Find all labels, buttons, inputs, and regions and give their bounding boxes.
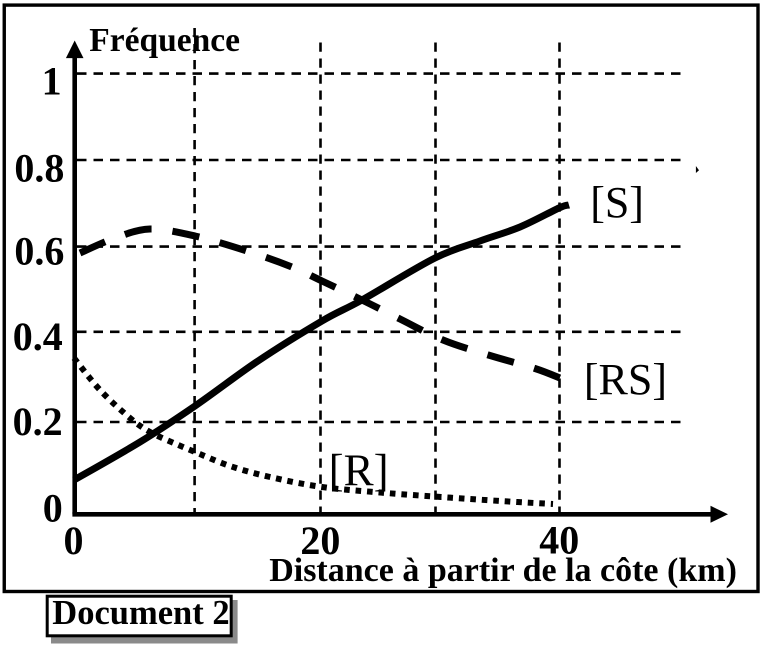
svg-text:[S]: [S] [590,178,644,227]
svg-text:0.2: 0.2 [13,399,63,444]
svg-text:1: 1 [42,58,62,103]
svg-text:[RS]: [RS] [584,355,667,404]
svg-text:40: 40 [539,518,579,563]
svg-text:[R]: [R] [329,445,389,495]
svg-text:20: 20 [300,518,340,563]
svg-text:0: 0 [64,518,84,563]
svg-text:Fréquence: Fréquence [89,22,240,59]
svg-text:0.4: 0.4 [13,314,63,359]
svg-text:0: 0 [43,485,63,530]
svg-text:Document 2: Document 2 [52,594,229,632]
svg-text:0.6: 0.6 [14,229,64,274]
svg-text:Distance à partir de la côte (: Distance à partir de la côte (km) [269,552,737,589]
svg-text:0.8: 0.8 [14,146,64,191]
